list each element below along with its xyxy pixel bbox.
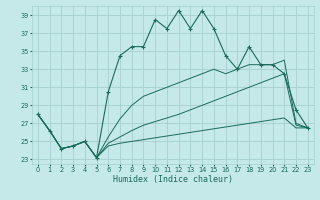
X-axis label: Humidex (Indice chaleur): Humidex (Indice chaleur) [113, 175, 233, 184]
